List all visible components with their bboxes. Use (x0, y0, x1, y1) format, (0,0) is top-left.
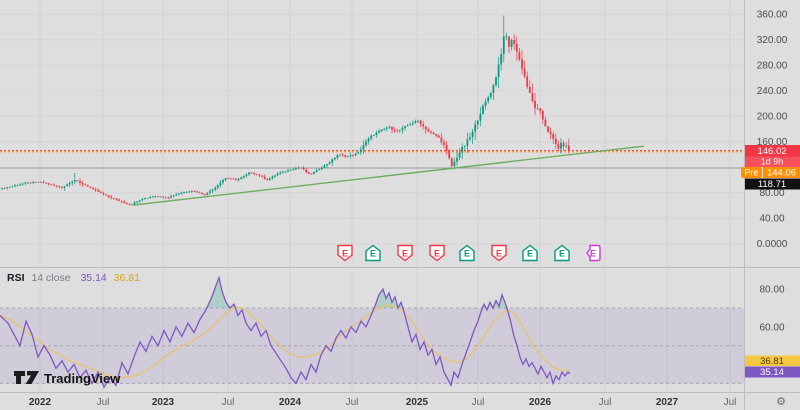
earnings-marker-down[interactable]: E (337, 244, 353, 262)
svg-text:E: E (402, 249, 408, 259)
price-scale[interactable]: 360.00 320.00 280.00 240.00 200.00 160.00 80.0… (741, 0, 800, 410)
rsi-tick-label: 80.00 (759, 285, 784, 296)
trendline-drawing[interactable] (132, 145, 645, 206)
rsi-ma-plot (0, 304, 571, 379)
price-tick-label: 200.00 (757, 112, 788, 123)
rsi-value-badge: 35.14 (745, 366, 800, 378)
tradingview-logo-icon (14, 371, 39, 384)
earnings-marker-up[interactable]: E (554, 244, 570, 262)
rsi-indicator-title[interactable]: RSI (7, 272, 25, 284)
time-scale-labels: 2022 Jul 2023 Jul 2024 Jul 2025 Jul 2026 Jul 2027 J… (29, 397, 737, 408)
time-tick-label: Jul (599, 397, 612, 408)
earnings-marker-up[interactable]: E (365, 244, 381, 262)
time-tick-label: Jul (472, 397, 485, 408)
tradingview-logo[interactable]: TradingView (14, 371, 121, 386)
time-tick-label: 2025 (406, 397, 429, 408)
price-tick-label: 320.00 (757, 35, 788, 46)
rsi-legend[interactable]: RSI 14 close 35.14 36.81 (7, 272, 140, 284)
price-tick-label: 0.0000 (757, 239, 788, 250)
last-price-value: 146.02 (757, 146, 786, 157)
time-tick-label: 2027 (656, 397, 679, 408)
rsi-pane[interactable] (0, 275, 744, 389)
price-tick-label: 360.00 (757, 10, 788, 21)
svg-text:36.81: 36.81 (760, 356, 784, 367)
time-scale-settings-gear-icon[interactable]: ⚙ (776, 396, 786, 408)
svg-text:E: E (527, 249, 533, 259)
svg-text:E: E (496, 249, 502, 259)
price-tick-label: 80.00 (759, 188, 784, 199)
price-tick-label: 40.00 (759, 214, 784, 225)
premarket-value: 144.06 (767, 168, 796, 179)
earnings-marker-up[interactable]: E (522, 244, 538, 262)
rsi-ma-value: 36.81 (114, 272, 140, 284)
earnings-marker-down[interactable]: E (491, 244, 507, 262)
svg-text:E: E (434, 249, 440, 259)
rsi-value: 35.14 (80, 272, 106, 284)
price-tick-label: 160.00 (757, 137, 788, 148)
candlestick-series (1, 15, 570, 206)
svg-text:E: E (370, 249, 376, 259)
close-price-value: 118.71 (758, 179, 786, 190)
earnings-marker-down[interactable]: E (397, 244, 413, 262)
svg-text:E: E (590, 249, 596, 259)
svg-text:E: E (559, 249, 565, 259)
price-tick-label: 280.00 (757, 61, 788, 72)
time-scale[interactable]: 2022 Jul 2023 Jul 2024 Jul 2025 Jul 2026 Jul 2027 J… (29, 396, 786, 408)
earnings-marker-upcoming[interactable]: E (586, 244, 601, 262)
rsi-band-lines (0, 307, 744, 384)
rsi-scale-labels: 80.00 60.00 (759, 285, 784, 334)
rsi-tick-label: 60.00 (759, 322, 784, 333)
close-price-badge: 118.71 (745, 178, 800, 190)
earnings-marker-down[interactable]: E (429, 244, 445, 262)
tradingview-logo-text: TradingView (44, 371, 121, 386)
rsi-ma-badge: 36.81 (745, 355, 800, 367)
last-price-badge: 146.02 1d 9h (745, 145, 800, 167)
premarket-badge: Pre 144.06 (741, 167, 800, 179)
svg-text:E: E (464, 249, 470, 259)
svg-text:E: E (342, 249, 348, 259)
earnings-marker-up[interactable]: E (459, 244, 475, 262)
premarket-prefix: Pre (744, 168, 758, 178)
earnings-countdown: 1d 9h (761, 157, 784, 167)
rsi-plot (0, 275, 571, 389)
price-tick-label: 240.00 (757, 86, 788, 97)
time-tick-label: Jul (222, 397, 235, 408)
price-scale-labels: 360.00 320.00 280.00 240.00 200.00 160.00 80.0… (757, 10, 788, 250)
time-tick-label: Jul (346, 397, 359, 408)
time-tick-label: Jul (724, 397, 737, 408)
time-tick-label: 2023 (152, 397, 175, 408)
time-tick-label: 2022 (29, 397, 52, 408)
svg-text:35.14: 35.14 (760, 367, 784, 378)
time-tick-label: 2024 (279, 397, 302, 408)
vertical-gridlines (39, 0, 731, 392)
rsi-indicator-params: 14 close (31, 272, 70, 284)
time-tick-label: Jul (97, 397, 110, 408)
svg-text:RSI 14 close 35.14: RSI 14 close 35.14 36.81 (7, 272, 140, 284)
time-tick-label: 2026 (529, 397, 552, 408)
